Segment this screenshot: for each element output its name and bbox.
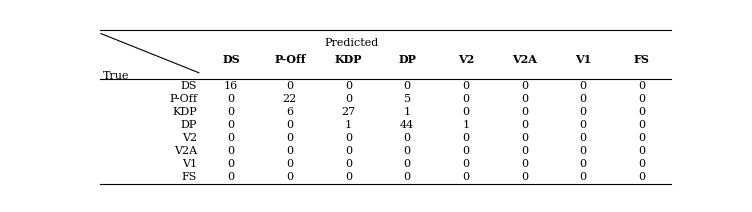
Text: DS: DS	[180, 81, 197, 91]
Text: 0: 0	[404, 133, 411, 143]
Text: 27: 27	[341, 107, 356, 117]
Text: V2A: V2A	[512, 54, 537, 65]
Text: 0: 0	[638, 81, 645, 91]
Text: 0: 0	[521, 107, 528, 117]
Text: P-Off: P-Off	[169, 94, 197, 104]
Text: 0: 0	[228, 172, 235, 182]
Text: 0: 0	[228, 159, 235, 169]
Text: 0: 0	[287, 172, 293, 182]
Text: 0: 0	[462, 81, 469, 91]
Text: 0: 0	[345, 81, 352, 91]
Text: 0: 0	[580, 146, 587, 156]
Text: KDP: KDP	[172, 107, 197, 117]
Text: 0: 0	[345, 172, 352, 182]
Text: 0: 0	[345, 94, 352, 104]
Text: 0: 0	[638, 146, 645, 156]
Text: 0: 0	[287, 146, 293, 156]
Text: True: True	[103, 71, 129, 81]
Text: V2: V2	[182, 133, 197, 143]
Text: 0: 0	[287, 159, 293, 169]
Text: 1: 1	[345, 120, 352, 130]
Text: 0: 0	[638, 120, 645, 130]
Text: V1: V1	[182, 159, 197, 169]
Text: 0: 0	[521, 172, 528, 182]
Text: V2: V2	[458, 54, 474, 65]
Text: 0: 0	[404, 172, 411, 182]
Text: 0: 0	[462, 133, 469, 143]
Text: 44: 44	[400, 120, 414, 130]
Text: 0: 0	[638, 133, 645, 143]
Text: 1: 1	[462, 120, 469, 130]
Text: 0: 0	[462, 107, 469, 117]
Text: 0: 0	[345, 159, 352, 169]
Text: DP: DP	[180, 120, 197, 130]
Text: 22: 22	[283, 94, 297, 104]
Text: 0: 0	[638, 107, 645, 117]
Text: 0: 0	[521, 120, 528, 130]
Text: 0: 0	[521, 133, 528, 143]
Text: V1: V1	[575, 54, 591, 65]
Text: V2A: V2A	[174, 146, 197, 156]
Text: Predicted: Predicted	[325, 39, 379, 49]
Text: 0: 0	[580, 94, 587, 104]
Text: 0: 0	[228, 94, 235, 104]
Text: 0: 0	[228, 120, 235, 130]
Text: 0: 0	[404, 146, 411, 156]
Text: 0: 0	[228, 107, 235, 117]
Text: 0: 0	[580, 172, 587, 182]
Text: P-Off: P-Off	[274, 54, 305, 65]
Text: 0: 0	[345, 146, 352, 156]
Text: 0: 0	[404, 159, 411, 169]
Text: FS: FS	[182, 172, 197, 182]
Text: 0: 0	[462, 146, 469, 156]
Text: 0: 0	[228, 146, 235, 156]
Text: 0: 0	[462, 159, 469, 169]
Text: 0: 0	[521, 94, 528, 104]
Text: 0: 0	[404, 81, 411, 91]
Text: 0: 0	[521, 159, 528, 169]
Text: FS: FS	[634, 54, 650, 65]
Text: 0: 0	[228, 133, 235, 143]
Text: 0: 0	[580, 107, 587, 117]
Text: 0: 0	[287, 133, 293, 143]
Text: 0: 0	[638, 159, 645, 169]
Text: 0: 0	[521, 146, 528, 156]
Text: 0: 0	[580, 159, 587, 169]
Text: 0: 0	[638, 172, 645, 182]
Text: 6: 6	[287, 107, 293, 117]
Text: DS: DS	[223, 54, 240, 65]
Text: 0: 0	[462, 172, 469, 182]
Text: DP: DP	[398, 54, 416, 65]
Text: 16: 16	[224, 81, 238, 91]
Text: 0: 0	[345, 133, 352, 143]
Text: 0: 0	[580, 133, 587, 143]
Text: 0: 0	[287, 81, 293, 91]
Text: 0: 0	[521, 81, 528, 91]
Text: 0: 0	[638, 94, 645, 104]
Text: 0: 0	[580, 120, 587, 130]
Text: 0: 0	[580, 81, 587, 91]
Text: 1: 1	[404, 107, 411, 117]
Text: KDP: KDP	[335, 54, 362, 65]
Text: 0: 0	[287, 120, 293, 130]
Text: 5: 5	[404, 94, 411, 104]
Text: 0: 0	[462, 94, 469, 104]
